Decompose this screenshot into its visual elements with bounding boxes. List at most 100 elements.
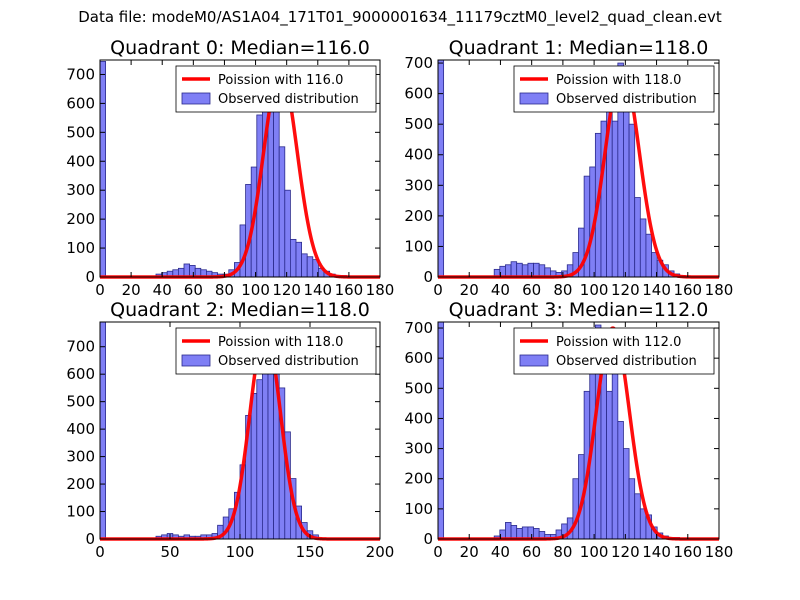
histogram-bar bbox=[645, 233, 652, 278]
x-tick-label: 140 bbox=[303, 281, 332, 299]
plot-frame bbox=[437, 321, 720, 540]
histogram-bar bbox=[505, 264, 512, 278]
legend-label-observed: Observed distribution bbox=[218, 92, 359, 107]
histogram-bar bbox=[516, 262, 523, 278]
x-tick-label: 100 bbox=[226, 543, 255, 561]
histogram-bar bbox=[261, 351, 269, 540]
y-tick-label: 500 bbox=[404, 115, 433, 133]
y-tick-label: 700 bbox=[404, 54, 433, 72]
legend-bar-swatch bbox=[519, 92, 549, 105]
x-tick-label: 80 bbox=[553, 543, 572, 561]
y-tick-label: 0 bbox=[85, 530, 95, 548]
legend: Poission with 116.0 Observed distribution bbox=[175, 65, 377, 113]
histogram-bar bbox=[527, 526, 534, 540]
y-tick-label: 700 bbox=[66, 65, 95, 83]
legend-label-poisson: Poission with 118.0 bbox=[556, 73, 681, 88]
histogram-bar bbox=[628, 123, 636, 278]
histogram-bar bbox=[521, 264, 529, 278]
x-tick-label: 20 bbox=[460, 543, 479, 561]
histogram-bar bbox=[284, 189, 291, 278]
x-tick-label: 100 bbox=[580, 543, 609, 561]
x-tick-label: 120 bbox=[272, 281, 301, 299]
histogram-bar bbox=[289, 238, 297, 278]
y-tick-label: 100 bbox=[66, 503, 95, 521]
y-tick-label: 600 bbox=[404, 85, 433, 103]
x-tick-label: 0 bbox=[433, 281, 443, 299]
x-tick-label: 160 bbox=[673, 543, 702, 561]
x-tick-label: 140 bbox=[642, 543, 671, 561]
histogram-bar bbox=[623, 448, 630, 540]
y-tick-label: 200 bbox=[66, 210, 95, 228]
x-tick-label: 180 bbox=[366, 281, 395, 299]
legend-label-observed: Observed distribution bbox=[556, 92, 697, 107]
legend: Poission with 112.0 Observed distribution bbox=[513, 327, 715, 375]
x-tick-label: 180 bbox=[705, 543, 734, 561]
x-tick-label: 140 bbox=[642, 281, 671, 299]
x-tick-label: 100 bbox=[241, 281, 270, 299]
plot-title: Quadrant 2: Median=118.0 bbox=[110, 299, 370, 321]
x-tick-label: 60 bbox=[522, 543, 541, 561]
x-tick-label: 0 bbox=[95, 543, 105, 561]
histogram-bar bbox=[250, 393, 258, 540]
histogram-bar bbox=[295, 241, 302, 278]
y-tick-label: 700 bbox=[404, 319, 433, 337]
histogram-bar bbox=[617, 421, 624, 540]
y-tick-label: 300 bbox=[66, 181, 95, 199]
legend-label-poisson: Poission with 118.0 bbox=[218, 335, 343, 350]
histogram-bar bbox=[510, 261, 518, 278]
y-tick-label: 100 bbox=[66, 239, 95, 257]
y-tick-label: 200 bbox=[66, 475, 95, 493]
y-tick-label: 300 bbox=[404, 440, 433, 458]
plot-title: Quadrant 3: Median=112.0 bbox=[449, 299, 709, 321]
y-tick-label: 700 bbox=[66, 338, 95, 356]
histogram-bar bbox=[611, 120, 619, 278]
legend: Poission with 118.0 Observed distribution bbox=[175, 327, 377, 375]
histogram-bar bbox=[256, 379, 263, 540]
legend-bar-swatch bbox=[181, 354, 211, 367]
histogram-bar bbox=[521, 526, 529, 540]
y-tick-label: 300 bbox=[404, 176, 433, 194]
histogram-bar bbox=[505, 522, 512, 540]
y-tick-label: 400 bbox=[66, 420, 95, 438]
legend-label-observed: Observed distribution bbox=[218, 354, 359, 369]
legend-label-poisson: Poission with 112.0 bbox=[556, 335, 681, 350]
x-tick-label: 0 bbox=[95, 281, 105, 299]
y-tick-label: 0 bbox=[85, 268, 95, 286]
y-tick-label: 200 bbox=[404, 470, 433, 488]
x-tick-label: 120 bbox=[611, 281, 640, 299]
legend-label-observed: Observed distribution bbox=[556, 354, 697, 369]
legend-bar-swatch bbox=[519, 354, 549, 367]
y-tick-label: 500 bbox=[66, 123, 95, 141]
histogram-bar bbox=[99, 321, 106, 540]
y-tick-label: 600 bbox=[404, 349, 433, 367]
x-tick-label: 40 bbox=[491, 281, 510, 299]
y-tick-label: 100 bbox=[404, 500, 433, 518]
x-tick-label: 80 bbox=[553, 281, 572, 299]
plot-frame bbox=[437, 59, 720, 278]
histogram-bar bbox=[639, 218, 647, 278]
y-tick-label: 400 bbox=[404, 146, 433, 164]
histogram-bar bbox=[437, 321, 445, 540]
histogram-bar bbox=[606, 390, 613, 540]
histogram-bar bbox=[273, 108, 280, 278]
histogram-bar bbox=[538, 264, 546, 278]
y-tick-label: 0 bbox=[423, 530, 433, 548]
y-tick-label: 600 bbox=[66, 365, 95, 383]
x-tick-label: 200 bbox=[366, 543, 395, 561]
histogram-bar bbox=[306, 256, 314, 278]
y-tick-label: 400 bbox=[404, 409, 433, 427]
y-tick-label: 500 bbox=[66, 393, 95, 411]
y-tick-label: 400 bbox=[66, 152, 95, 170]
x-tick-label: 80 bbox=[215, 281, 234, 299]
quadrant-0-plot: 0 20 40 60 80 100 120 140 160 1800100200300400500… bbox=[66, 37, 394, 299]
x-tick-label: 40 bbox=[491, 543, 510, 561]
histogram-bar bbox=[183, 263, 190, 278]
quadrant-1-plot: 0 20 40 60 80 100 120 140 160 1800100200300400500… bbox=[404, 37, 733, 299]
x-tick-label: 20 bbox=[122, 281, 141, 299]
figure-suptitle: Data file: modeM0/AS1A04_171T01_90000016… bbox=[78, 8, 722, 26]
quadrant-2-plot: 0 50 100 150 200 0 100 200 300 400 500 600 700 Quadra… bbox=[66, 299, 394, 561]
y-tick-label: 500 bbox=[404, 379, 433, 397]
histogram-bar bbox=[572, 478, 579, 540]
x-tick-label: 160 bbox=[673, 281, 702, 299]
